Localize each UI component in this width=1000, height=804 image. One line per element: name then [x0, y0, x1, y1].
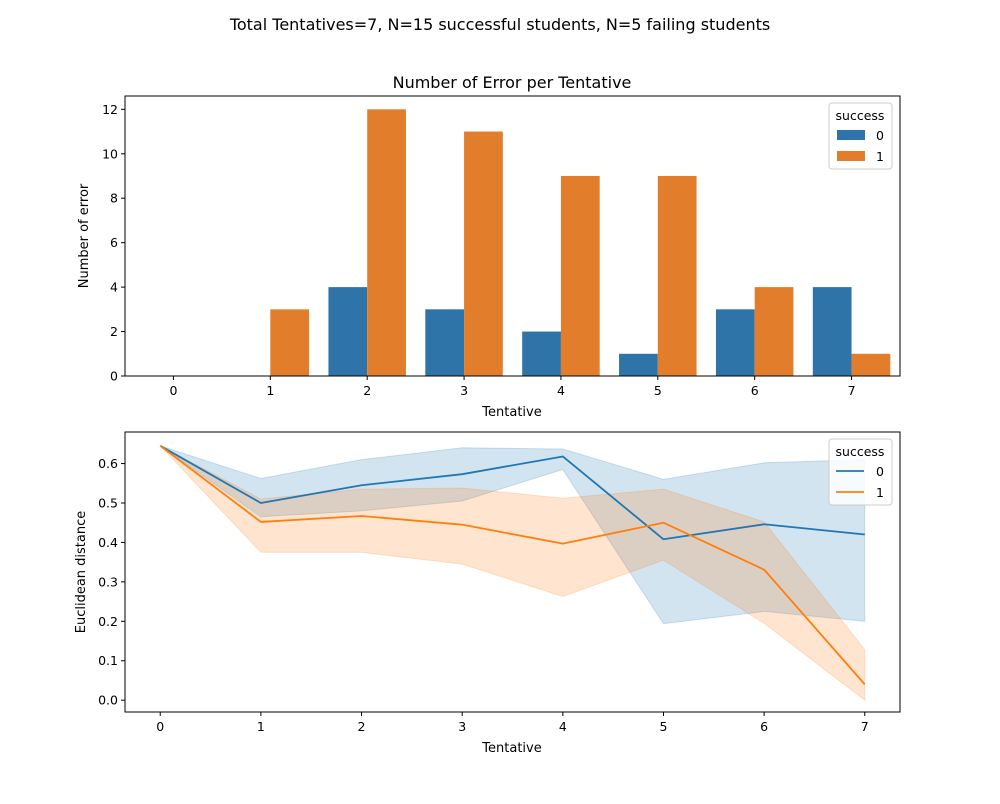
- bar-series-0-cat-4: [522, 331, 561, 376]
- bar-chart-axes: Number of Error per Tentative Tentative …: [77, 73, 901, 420]
- x-tick-label: 2: [363, 383, 371, 398]
- ci-band-series-1: [159, 445, 866, 702]
- y-tick-label: 10: [102, 146, 118, 161]
- y-tick-label: 0.5: [98, 495, 118, 510]
- line-series-1: [159, 445, 866, 685]
- bar-series-1-cat-7: [851, 353, 891, 376]
- bar-chart-title: Number of Error per Tentative: [393, 73, 632, 92]
- bar-series-0-cat-2: [328, 287, 368, 376]
- line-chart-lines: [159, 445, 866, 685]
- legend-label: 1: [876, 149, 884, 164]
- bar-series-0-cat-3: [425, 309, 465, 376]
- y-tick-label: 0.4: [98, 535, 118, 550]
- y-tick-label: 6: [110, 235, 118, 250]
- y-tick-label: 0.6: [98, 456, 118, 471]
- x-tick-label: 3: [458, 719, 466, 734]
- x-tick-label: 7: [861, 719, 869, 734]
- line-chart-ticks: 0 1 2 3 4 5 6 7 0.0 0.1 0.2 0.3 0.4 0.5 0.6: [98, 456, 869, 734]
- line-chart-frame: [124, 431, 901, 713]
- line-series-0: [159, 445, 865, 541]
- x-tick-label: 5: [654, 383, 662, 398]
- x-tick-label: 6: [751, 383, 759, 398]
- bar-chart-xlabel: Tentative: [481, 405, 541, 420]
- legend-label: 0: [876, 464, 884, 479]
- figure-suptitle: Total Tentatives=7, N=15 successful stud…: [229, 15, 770, 34]
- y-tick-label: 0: [110, 369, 118, 384]
- y-tick-label: 12: [102, 102, 118, 117]
- bar-series-0-cat-5: [619, 353, 658, 376]
- bar-series-0-cat-7: [812, 287, 852, 376]
- legend-label: 1: [876, 485, 884, 500]
- legend-label: 0: [876, 128, 884, 143]
- legend-title: success: [836, 444, 885, 459]
- y-tick-label: 0.3: [98, 574, 118, 589]
- bar-chart-legend: success 0 1: [828, 102, 893, 170]
- legend-title: success: [836, 108, 885, 123]
- x-tick-label: 0: [169, 383, 177, 398]
- bar-series-1-cat-4: [560, 176, 600, 376]
- legend-box: [828, 438, 893, 506]
- x-tick-label: 0: [156, 719, 164, 734]
- x-tick-label: 4: [557, 383, 565, 398]
- line-chart-ylabel: Euclidean distance: [74, 511, 89, 634]
- bar-chart-ylabel: Number of error: [77, 183, 92, 288]
- bar-series-1-cat-3: [464, 131, 503, 376]
- x-tick-label: 1: [257, 719, 265, 734]
- legend-swatch: [837, 130, 865, 140]
- y-tick-label: 4: [110, 280, 118, 295]
- x-tick-label: 6: [760, 719, 768, 734]
- bar-series-1-cat-1: [270, 309, 310, 376]
- y-tick-label: 0.1: [98, 653, 118, 668]
- line-chart-axes: Tentative Euclidean distance 0 1 2 3 4 5 6 7 0.0…: [74, 431, 901, 756]
- x-tick-label: 4: [559, 719, 567, 734]
- x-tick-label: 3: [460, 383, 468, 398]
- x-tick-label: 2: [358, 719, 366, 734]
- line-chart-legend: success 0 1: [828, 438, 893, 506]
- y-tick-label: 2: [110, 324, 118, 339]
- x-tick-label: 7: [848, 383, 856, 398]
- y-tick-label: 0.2: [98, 614, 118, 629]
- y-tick-label: 8: [110, 191, 118, 206]
- bar-series-1-cat-6: [754, 287, 794, 376]
- x-tick-label: 5: [659, 719, 667, 734]
- y-tick-label: 0.0: [98, 693, 118, 708]
- bar-chart-frame: [124, 95, 901, 377]
- bar-series-0-cat-6: [715, 309, 755, 376]
- line-chart-confidence-bands: [159, 445, 866, 702]
- line-chart-xlabel: Tentative: [481, 741, 541, 756]
- x-tick-label: 1: [266, 383, 274, 398]
- bar-chart-bars: [270, 109, 891, 376]
- legend-swatch: [837, 151, 865, 161]
- bar-series-1-cat-5: [657, 176, 697, 376]
- bar-series-1-cat-2: [367, 109, 406, 376]
